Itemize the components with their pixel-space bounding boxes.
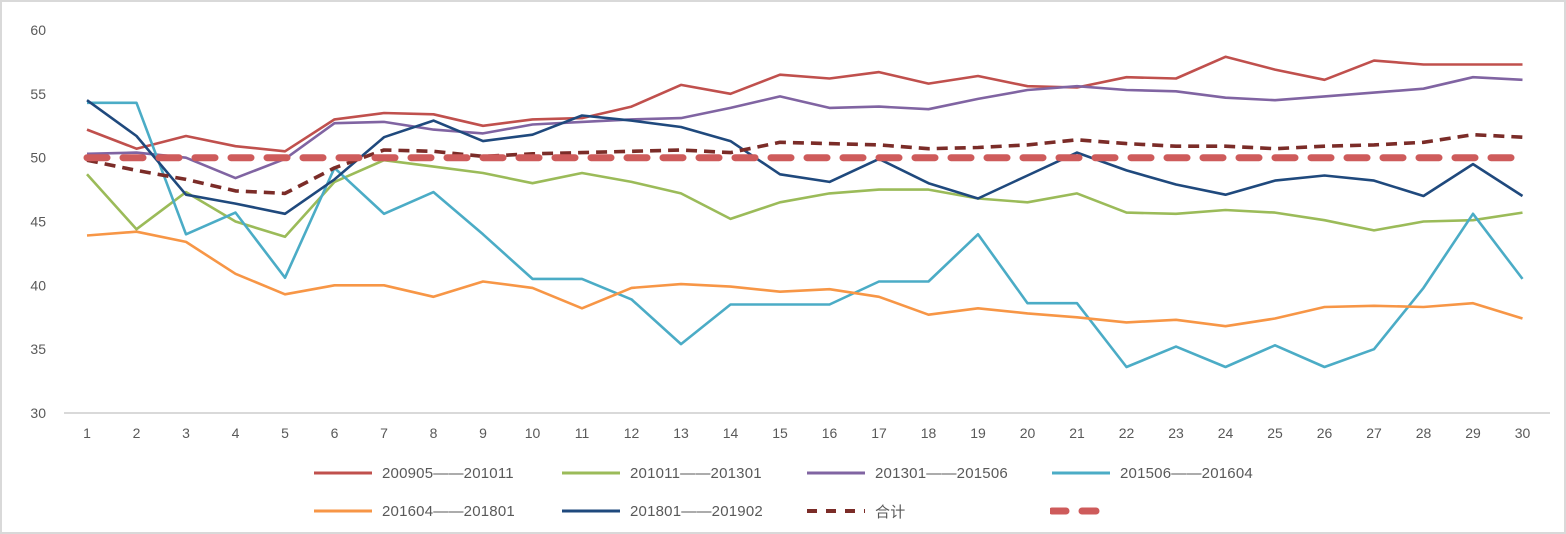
x-axis-label: 5 <box>281 425 289 441</box>
x-axis-label: 26 <box>1317 425 1333 441</box>
legend-swatch-icon <box>807 509 865 513</box>
x-axis-label: 22 <box>1119 425 1135 441</box>
legend-label: 201301——201506 <box>875 464 1008 482</box>
legend-swatch-icon <box>562 471 620 475</box>
legend-label: 合计 <box>875 503 906 521</box>
series-line-201801——201902[interactable] <box>86 99 1524 216</box>
legend-swatch-icon <box>314 509 372 513</box>
series-line-合计[interactable] <box>86 132 1523 196</box>
legend-swatch-icon <box>1050 507 1112 515</box>
x-axis-label: 8 <box>430 425 438 441</box>
legend-item-201506——201604[interactable]: 201506——201604 <box>1050 463 1253 483</box>
x-axis-label: 12 <box>624 425 640 441</box>
y-axis-label: 50 <box>30 150 46 166</box>
y-axis-label: 40 <box>30 277 46 293</box>
x-axis-label: 11 <box>575 425 590 441</box>
legend-item-合计[interactable]: 合计 <box>805 501 905 521</box>
x-axis-label: 24 <box>1218 425 1234 441</box>
y-axis-label: 55 <box>30 86 46 102</box>
legend-item-reference-50[interactable] <box>1050 501 1120 521</box>
legend-item-200905——201011[interactable]: 200905——201011 <box>312 463 514 483</box>
x-axis-label: 30 <box>1515 425 1531 441</box>
y-axis-label: 60 <box>30 22 46 38</box>
y-axis-label: 45 <box>30 214 46 230</box>
x-axis-label: 13 <box>673 425 689 441</box>
x-axis-label: 29 <box>1465 425 1481 441</box>
x-axis-label: 9 <box>479 425 487 441</box>
x-axis-label: 4 <box>232 425 240 441</box>
series-line-201604——201801[interactable] <box>86 230 1523 328</box>
x-axis-label: 27 <box>1366 425 1382 441</box>
legend-label: 201604——201801 <box>382 502 515 520</box>
series-line-201506——201604[interactable] <box>87 101 1524 369</box>
legend-label: 201801——201902 <box>630 502 763 520</box>
x-axis-label: 28 <box>1416 425 1432 441</box>
x-axis-label: 16 <box>822 425 838 441</box>
x-axis-label: 3 <box>182 425 190 441</box>
y-axis-label: 30 <box>30 405 46 421</box>
x-axis-label: 25 <box>1267 425 1283 441</box>
legend-label: 201011——201301 <box>630 464 762 482</box>
legend-item-201604——201801[interactable]: 201604——201801 <box>312 501 515 521</box>
x-axis-label: 17 <box>871 425 887 441</box>
x-axis-label: 23 <box>1168 425 1184 441</box>
series-line-201011——201301[interactable] <box>86 158 1523 239</box>
legend-swatch-icon <box>314 471 372 475</box>
x-axis-label: 1 <box>83 425 91 441</box>
x-axis-label: 6 <box>331 425 339 441</box>
x-axis-label: 10 <box>525 425 541 441</box>
legend-swatch-icon <box>1052 471 1110 475</box>
x-axis-label: 2 <box>133 425 141 441</box>
x-axis-label: 14 <box>723 425 739 441</box>
legend-item-201301——201506[interactable]: 201301——201506 <box>805 463 1008 483</box>
legend-label: 200905——201011 <box>382 464 514 482</box>
x-axis-label: 7 <box>380 425 388 441</box>
y-axis-label: 35 <box>30 341 46 357</box>
legend-swatch-icon <box>807 471 865 475</box>
x-axis-label: 15 <box>772 425 788 441</box>
legend-swatch-icon <box>562 509 620 513</box>
x-axis-label: 19 <box>970 425 986 441</box>
x-axis-label: 21 <box>1069 425 1085 441</box>
legend-label: 201506——201604 <box>1120 464 1253 482</box>
series-line-200905——201011[interactable] <box>86 55 1523 153</box>
legend-item-201801——201902[interactable]: 201801——201902 <box>560 501 763 521</box>
series-line-201301——201506[interactable] <box>86 75 1523 180</box>
x-axis-label: 20 <box>1020 425 1036 441</box>
x-axis-label: 18 <box>921 425 937 441</box>
legend-item-201011——201301[interactable]: 201011——201301 <box>560 463 762 483</box>
